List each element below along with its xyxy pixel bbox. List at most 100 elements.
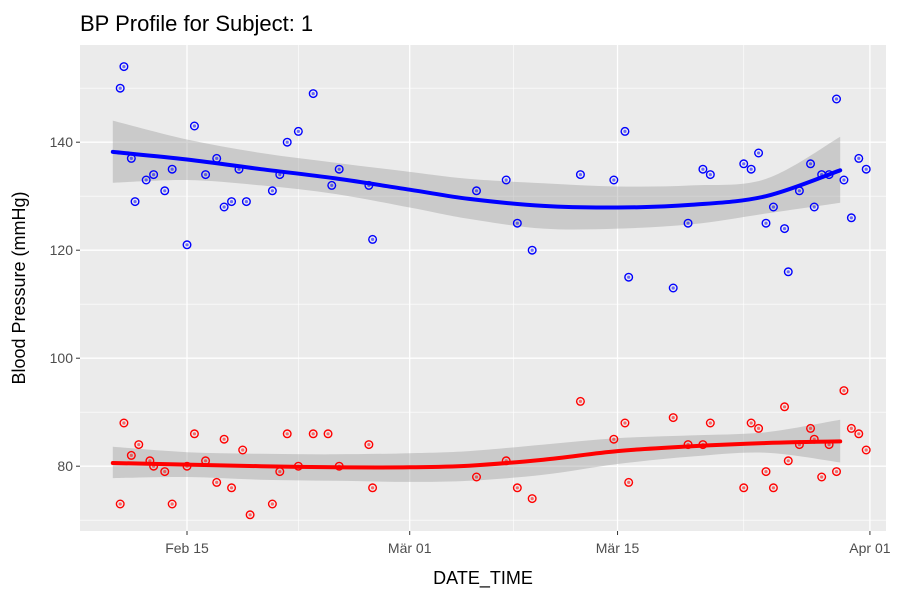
data-point [668, 413, 678, 423]
data-point-dot [122, 65, 126, 69]
data-point-ring [472, 472, 482, 482]
data-point [282, 137, 292, 147]
data-point [780, 224, 790, 234]
data-point-dot [330, 183, 334, 187]
data-point-dot [578, 173, 583, 177]
data-point [620, 126, 630, 136]
data-point-dot [623, 421, 627, 425]
data-point [683, 218, 693, 228]
plot-panel [80, 45, 886, 531]
data-point [323, 429, 333, 439]
data-point-ring [189, 121, 199, 131]
data-point [245, 510, 255, 520]
data-point [754, 423, 764, 433]
data-point-dot [708, 173, 712, 177]
data-point [149, 170, 159, 180]
data-point [768, 483, 778, 493]
data-point [134, 440, 144, 450]
data-point-dot [530, 497, 534, 501]
data-point-dot [311, 432, 315, 436]
data-point [472, 186, 482, 196]
data-point [267, 499, 277, 509]
data-point-ring [160, 467, 170, 477]
data-point-ring [668, 413, 678, 423]
x-tick-label: Mär 01 [388, 540, 432, 556]
data-point-ring [115, 499, 125, 509]
data-point-ring [501, 175, 511, 185]
data-point-dot [163, 470, 167, 474]
data-point-ring [832, 467, 842, 477]
data-point [846, 213, 856, 223]
data-point [527, 245, 537, 255]
y-tick-label: 140 [50, 134, 74, 150]
data-point-ring [293, 126, 303, 136]
data-point [780, 402, 790, 412]
data-point-ring [668, 283, 678, 293]
data-point [141, 175, 151, 185]
data-point-ring [119, 418, 129, 428]
data-point-dot [797, 189, 801, 193]
data-point [754, 148, 764, 158]
data-point-ring [238, 445, 248, 455]
data-point-dot [370, 237, 375, 241]
data-point [201, 170, 211, 180]
data-point-ring [846, 423, 856, 433]
data-point-ring [609, 434, 619, 444]
data-point-dot [686, 221, 690, 225]
data-point [308, 429, 318, 439]
data-point [167, 164, 177, 174]
data-point-ring [761, 218, 771, 228]
data-point [293, 126, 303, 136]
data-point-ring [167, 164, 177, 174]
data-point [705, 170, 715, 180]
data-point-ring [227, 483, 237, 493]
data-point [768, 202, 778, 212]
data-point-dot [627, 275, 631, 279]
data-point [472, 472, 482, 482]
x-tick-label: Apr 01 [849, 540, 890, 556]
data-point-ring [624, 477, 634, 487]
data-point-ring [768, 483, 778, 493]
data-point-ring [575, 396, 585, 406]
data-point [115, 499, 125, 509]
data-point [739, 483, 749, 493]
data-point [846, 423, 856, 433]
data-point-dot [192, 432, 197, 436]
data-point-ring [227, 197, 237, 207]
data-point-ring [282, 137, 292, 147]
data-point-ring [861, 164, 871, 174]
data-point-ring [854, 429, 864, 439]
data-point-ring [167, 499, 177, 509]
data-point-ring [189, 429, 199, 439]
data-point-dot [237, 167, 241, 171]
data-point-dot [270, 189, 274, 193]
data-point-ring [806, 159, 816, 169]
data-point-dot [530, 248, 534, 252]
data-point [212, 477, 222, 487]
data-point [368, 234, 378, 244]
data-point-dot [671, 286, 675, 290]
data-point [182, 240, 192, 250]
data-point-ring [323, 429, 333, 439]
data-point-ring [839, 175, 849, 185]
data-point [575, 170, 585, 180]
x-tick-label: Feb 15 [165, 540, 209, 556]
data-point [308, 89, 318, 99]
data-point-ring [130, 197, 140, 207]
data-point-dot [671, 416, 675, 420]
data-point-dot [152, 173, 156, 177]
y-axis-ticks: 80 100 120 140 [50, 134, 80, 474]
data-points [115, 62, 871, 520]
data-point-dot [244, 200, 248, 204]
data-point [189, 429, 199, 439]
data-point-dot [278, 173, 282, 177]
data-point [861, 445, 871, 455]
data-point-dot [515, 486, 519, 490]
data-point-ring [327, 180, 337, 190]
data-point [501, 175, 511, 185]
data-point [739, 159, 749, 169]
data-point-ring [846, 213, 856, 223]
data-point-dot [185, 243, 189, 247]
data-point-dot [756, 426, 761, 430]
data-point-ring [364, 440, 374, 450]
